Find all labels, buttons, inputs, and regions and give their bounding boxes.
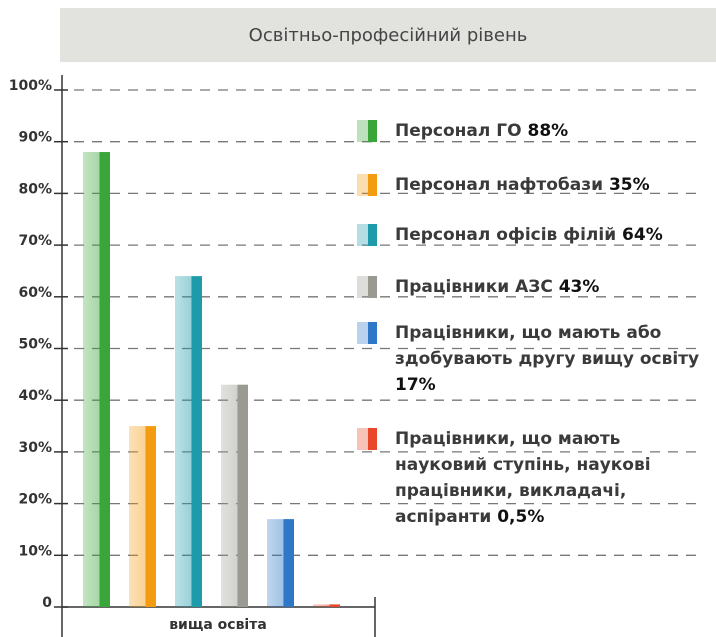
legend-swatch [357, 120, 377, 142]
legend-item: Персонал нафтобази 35% [357, 172, 702, 198]
legend-item: Працівники, що мають науковий ступінь, н… [357, 426, 702, 530]
y-tick-label: 50% [18, 337, 52, 353]
legend-item: Працівники, що мають або здобувають друг… [357, 320, 702, 398]
legend-text: Персонал офісів філій 64% [395, 222, 663, 248]
legend-text: Персонал нафтобази 35% [395, 172, 650, 198]
bar [221, 384, 248, 607]
y-tick-label: 90% [18, 130, 52, 146]
legend-label: Працівники, що мають або здобувають друг… [395, 323, 700, 369]
y-tick-label: 70% [18, 233, 52, 249]
legend-text: Працівники АЗС 43% [395, 274, 599, 300]
legend-text: Працівники, що мають науковий ступінь, н… [395, 426, 702, 530]
legend-swatch [357, 224, 377, 246]
y-tick-label: 80% [18, 181, 52, 197]
legend-item: Персонал офісів філій 64% [357, 222, 702, 248]
legend-text: Працівники, що мають або здобувають друг… [395, 320, 702, 398]
legend-label: Персонал ГО [395, 121, 522, 141]
legend-value: 35% [608, 175, 650, 195]
x-tick-label: вища освіта [169, 617, 267, 633]
legend-label: Працівники АЗС [395, 277, 553, 297]
legend-value: 17% [395, 375, 436, 395]
legend-value: 64% [622, 225, 663, 245]
bar [83, 152, 110, 608]
legend-value: 0,5% [497, 507, 545, 527]
legend-swatch [357, 428, 377, 450]
bar [175, 276, 202, 607]
legend-label: Працівники, що мають науковий ступінь, н… [395, 429, 651, 527]
y-tick-label: 10% [18, 543, 52, 559]
title-bar [60, 8, 716, 62]
y-tick-label: 40% [18, 388, 52, 404]
y-tick-label: 60% [18, 285, 52, 301]
legend-swatch [357, 322, 377, 344]
y-tick-label: 100% [9, 78, 52, 94]
legend-item: Персонал ГО 88% [357, 118, 702, 144]
bar [313, 604, 340, 607]
bar [129, 426, 156, 607]
legend-label: Персонал офісів філій [395, 225, 617, 245]
chart-title: Освітньо-професійний рівень [249, 25, 528, 46]
legend-value: 43% [558, 277, 600, 297]
legend-item: Працівники АЗС 43% [357, 274, 702, 300]
legend-text: Персонал ГО 88% [395, 118, 568, 144]
y-tick-label: 0 [42, 595, 52, 611]
legend-swatch [357, 276, 377, 298]
legend-label: Персонал нафтобази [395, 175, 604, 195]
legend-value: 88% [527, 121, 569, 141]
y-tick-label: 20% [18, 492, 52, 508]
legend-swatch [357, 174, 377, 196]
bar [267, 519, 294, 607]
y-tick-label: 30% [18, 440, 52, 456]
